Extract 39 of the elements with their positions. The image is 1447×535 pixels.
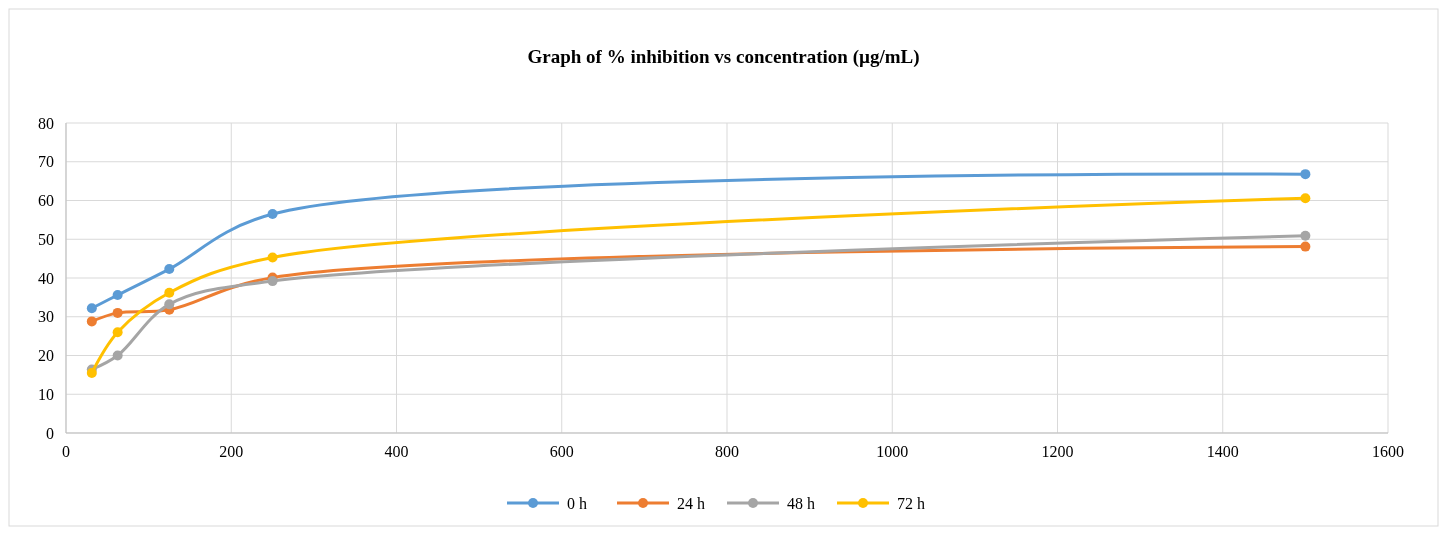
x-tick-label: 1400: [1206, 443, 1239, 460]
point: [1300, 193, 1311, 204]
point: [86, 316, 97, 327]
y-tick-label: 10: [38, 385, 54, 403]
point: [1300, 169, 1311, 180]
x-tick-label: 1200: [1041, 443, 1074, 460]
point: [112, 290, 123, 301]
point: [164, 264, 175, 275]
y-tick-label: 60: [38, 192, 54, 210]
y-tick-label: 80: [38, 114, 54, 132]
point: [112, 327, 123, 338]
point: [86, 303, 97, 314]
point: [164, 299, 175, 310]
point: [267, 276, 278, 287]
point: [267, 252, 278, 263]
y-tick-label: 30: [38, 308, 54, 326]
x-tick-label: 0: [62, 443, 70, 460]
point: [1300, 230, 1311, 241]
x-tick-label: 400: [384, 443, 409, 460]
legend-label: 24 h: [677, 494, 705, 512]
chart-title: Graph of % inhibition vs concentration (µg/mL): [527, 46, 920, 68]
x-tick-label: 800: [715, 443, 739, 460]
legend-label: 72 h: [897, 494, 925, 512]
legend-label: 48 h: [787, 494, 815, 512]
point: [112, 307, 123, 318]
point: [164, 287, 175, 298]
y-tick-label: 50: [38, 230, 54, 248]
y-tick-label: 0: [46, 424, 54, 442]
x-tick-label: 600: [549, 443, 574, 460]
point: [1300, 241, 1311, 252]
x-tick-label: 200: [219, 443, 244, 460]
x-tick-label: 1600: [1372, 443, 1404, 460]
y-tick-label: 40: [38, 269, 54, 287]
x-tick-label: 1000: [876, 443, 909, 460]
point: [112, 350, 123, 361]
point: [267, 209, 278, 220]
y-tick-label: 70: [38, 153, 54, 171]
legend-label: 0 h: [567, 494, 587, 512]
y-tick-label: 20: [38, 347, 54, 365]
